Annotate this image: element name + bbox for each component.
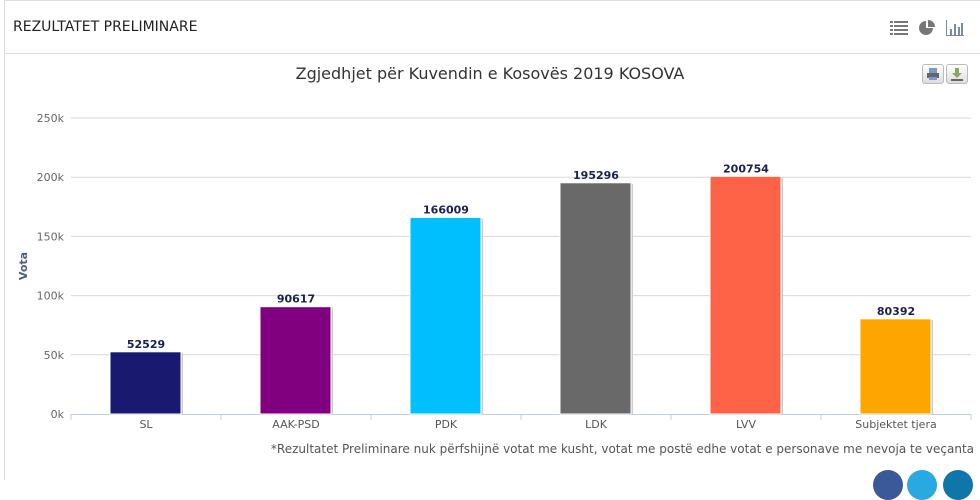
- bar-chart: 0k 50k 100k 150k 200k 250k Vota 52529 SL 90617 AAK…: [17, 112, 972, 431]
- linkedin-icon[interactable]: [943, 470, 973, 500]
- y-tick-label: 0k: [51, 408, 65, 421]
- data-label: 166009: [423, 203, 469, 216]
- x-tick-label: SL: [139, 418, 153, 431]
- bar: [109, 351, 182, 415]
- panel-header: REZULTATET PRELIMINARE: [4, 0, 980, 54]
- print-icon: [927, 68, 939, 80]
- list-icon[interactable]: [890, 20, 908, 36]
- pie-chart-icon[interactable]: [918, 20, 936, 36]
- print-button[interactable]: [922, 64, 944, 84]
- y-tick-label: 100k: [37, 290, 65, 303]
- x-tick-label: Subjektet tjera: [855, 418, 936, 431]
- footnote: *Rezultatet Preliminare nuk përfshijnë v…: [270, 442, 974, 456]
- bar-chart-icon[interactable]: [946, 20, 964, 36]
- data-label: 195296: [573, 169, 619, 182]
- y-tick-label: 150k: [37, 230, 65, 243]
- y-tick-label: 250k: [37, 112, 65, 125]
- x-tick-label: LVV: [736, 418, 756, 431]
- bar: [259, 306, 332, 415]
- x-tick-label: PDK: [435, 418, 458, 431]
- y-tick-label: 50k: [44, 349, 65, 362]
- x-tick-label: LDK: [585, 418, 608, 431]
- twitter-icon[interactable]: [907, 470, 937, 500]
- bar: [709, 175, 782, 415]
- facebook-icon[interactable]: [873, 470, 903, 500]
- chart-title: Zgjedhjet për Kuvendin e Kosovës 2019 KO…: [295, 64, 685, 83]
- panel-title: REZULTATET PRELIMINARE: [13, 19, 198, 35]
- y-tick-label: 200k: [37, 171, 65, 184]
- data-label: 52529: [127, 338, 165, 351]
- x-tick-label: AAK-PSD: [272, 418, 319, 431]
- data-label: 80392: [877, 305, 915, 318]
- bar: [409, 216, 482, 415]
- data-label: 90617: [277, 293, 315, 306]
- bar: [559, 182, 632, 415]
- download-icon: [951, 68, 963, 81]
- panel: [4, 0, 980, 480]
- bar: [859, 318, 932, 415]
- data-label: 200754: [723, 162, 769, 175]
- download-button[interactable]: [946, 64, 968, 84]
- y-axis-label: Vota: [17, 252, 30, 280]
